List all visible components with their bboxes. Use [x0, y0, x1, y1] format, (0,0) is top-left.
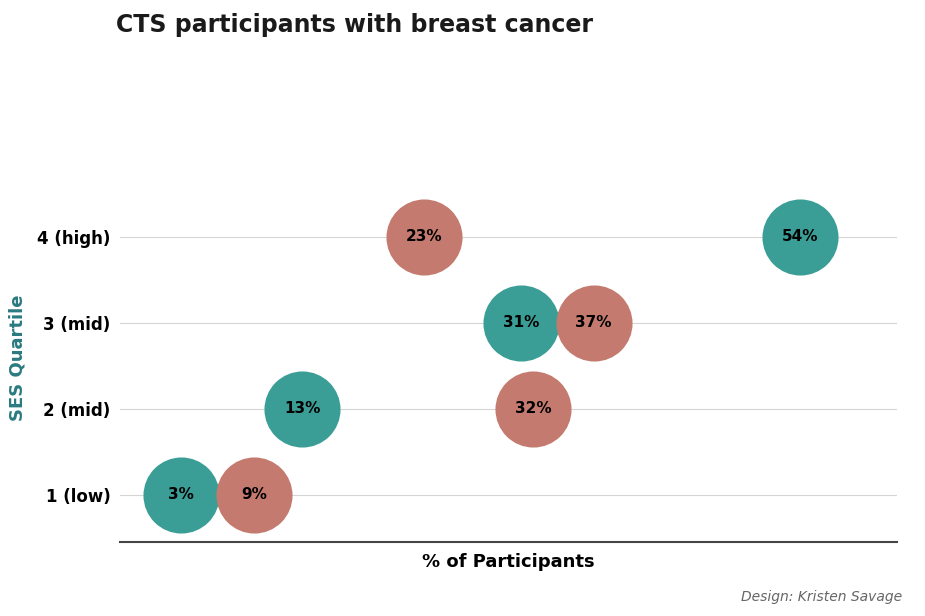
Text: 37%: 37% [575, 315, 612, 330]
Point [246, 490, 261, 500]
X-axis label: % of Participants: % of Participants [423, 553, 595, 571]
Point [295, 404, 310, 414]
Y-axis label: SES Quartile: SES Quartile [8, 294, 26, 421]
Point [525, 404, 540, 414]
Text: 9%: 9% [240, 487, 266, 502]
Text: 13%: 13% [284, 402, 321, 416]
Text: 54%: 54% [782, 229, 819, 245]
Text: 23%: 23% [405, 229, 442, 245]
Text: 32%: 32% [514, 402, 551, 416]
Point [416, 232, 431, 242]
Text: 3%: 3% [168, 487, 194, 502]
Text: CTS participants with breast cancer: CTS participants with breast cancer [116, 13, 593, 37]
Point [174, 490, 189, 500]
Point [793, 232, 808, 242]
Point [586, 318, 601, 328]
Text: 31%: 31% [502, 315, 539, 330]
Point [513, 318, 528, 328]
Text: Design: Kristen Savage: Design: Kristen Savage [741, 590, 902, 604]
